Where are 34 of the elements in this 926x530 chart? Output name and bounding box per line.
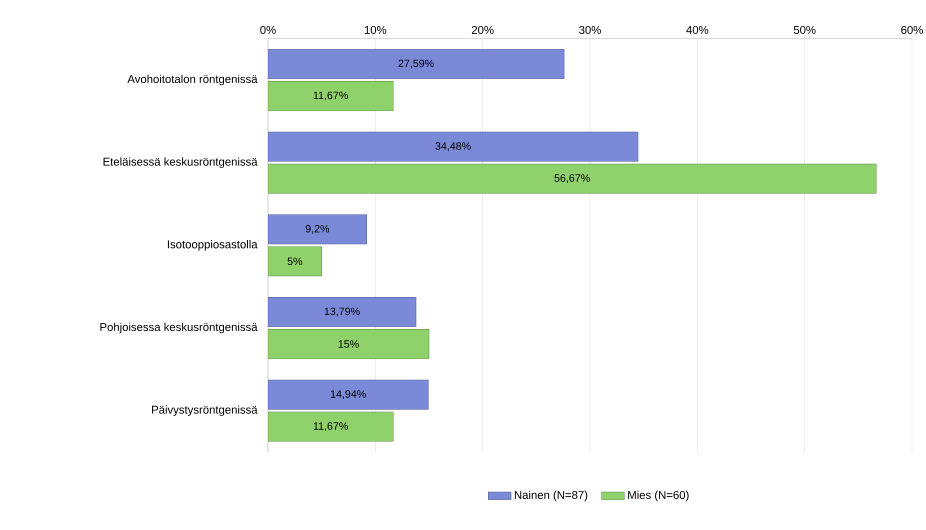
bar: [268, 380, 429, 410]
x-tick-label: 60%: [901, 26, 923, 34]
x-tick-label: 50%: [794, 26, 816, 34]
bar: [268, 412, 394, 442]
data-label: 15%: [338, 340, 359, 348]
y-tick-label: Avohoitotalon röntgenissä: [127, 74, 258, 86]
data-label: 11,67%: [314, 92, 348, 100]
x-tick-label: 10%: [364, 26, 386, 34]
bar: [268, 214, 368, 244]
bar: [268, 132, 638, 162]
bar: [268, 329, 430, 359]
data-label: 13,79%: [324, 308, 360, 316]
bar: [268, 164, 877, 194]
data-label: 14,94%: [330, 390, 366, 400]
data-label: 34,48%: [435, 142, 471, 152]
y-tick-label: Isotooppiosastolla: [168, 240, 258, 251]
x-tick-label: 20%: [472, 26, 494, 34]
data-label: 9,2%: [306, 224, 330, 234]
data-label: 5%: [288, 258, 302, 266]
y-tick-label: Eteläisessä keskusröntgenissä: [104, 157, 258, 168]
bar: [268, 49, 564, 79]
data-label: 27,59%: [398, 60, 434, 68]
data-label: 11,67%: [314, 422, 348, 432]
bar: [268, 246, 322, 276]
y-tick-label: Pohjoisessa keskusröntgenissä: [100, 322, 258, 334]
x-tick-label: 30%: [579, 26, 601, 34]
data-label: 56,67%: [554, 174, 590, 184]
y-tick-label: Päivystysröntgenissä: [152, 405, 258, 416]
x-tick-label: 40%: [686, 26, 708, 34]
bar: [268, 297, 416, 327]
legend-label: Mies (N=60): [628, 490, 689, 502]
bar: [268, 81, 394, 111]
x-tick-label: 0%: [260, 26, 276, 34]
legend-label: Nainen (N=87): [514, 490, 588, 502]
